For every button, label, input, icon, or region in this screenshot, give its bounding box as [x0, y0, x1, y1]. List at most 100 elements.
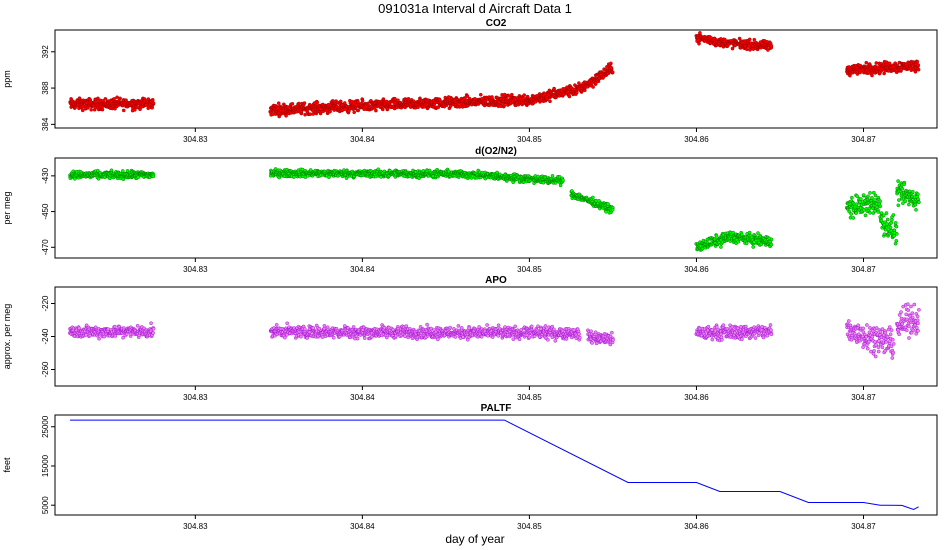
data-point — [902, 182, 907, 187]
data-point — [436, 105, 441, 110]
data-point — [873, 193, 878, 198]
data-point — [591, 195, 595, 200]
data-point — [885, 217, 890, 222]
panel-title: APO — [485, 275, 507, 286]
data-point — [854, 211, 859, 215]
y-tick-label: -430 — [41, 167, 50, 184]
data-layer — [68, 31, 921, 119]
data-point — [548, 99, 552, 104]
data-point — [896, 179, 900, 183]
data-point — [290, 102, 295, 106]
data-point — [866, 194, 870, 199]
data-point — [917, 200, 921, 204]
data-point — [915, 59, 920, 64]
data-point — [747, 37, 752, 42]
data-point — [769, 44, 774, 48]
data-point — [896, 203, 901, 208]
data-point — [274, 322, 279, 327]
data-point — [577, 332, 581, 336]
data-point — [317, 326, 322, 331]
data-point — [102, 334, 106, 339]
data-point — [730, 46, 735, 51]
data-point — [477, 325, 481, 329]
data-point — [149, 321, 153, 326]
data-point — [916, 192, 920, 196]
data-point — [302, 327, 307, 331]
data-point — [77, 326, 81, 331]
data-point — [590, 341, 594, 345]
data-point — [465, 337, 470, 342]
data-point — [125, 169, 130, 173]
data-point — [326, 102, 331, 107]
data-point — [873, 198, 877, 202]
data-point — [302, 101, 307, 105]
data-point — [855, 194, 859, 198]
x-tick-label: 304.85 — [517, 135, 542, 144]
data-point — [382, 325, 387, 330]
data-point — [610, 330, 614, 335]
data-point — [546, 337, 550, 342]
data-point — [575, 90, 579, 95]
data-point — [888, 225, 893, 230]
data-point — [511, 337, 516, 342]
data-point — [900, 186, 905, 191]
data-point — [550, 324, 555, 329]
data-point — [84, 333, 88, 337]
data-point — [103, 97, 108, 101]
y-axis-label: per meg — [2, 191, 12, 224]
data-point — [850, 195, 854, 200]
data-point — [297, 101, 301, 106]
data-point — [903, 199, 908, 203]
x-tick-label: 304.85 — [517, 265, 542, 274]
data-point — [868, 191, 872, 195]
data-point — [459, 326, 464, 330]
data-point — [277, 114, 282, 119]
data-point — [567, 94, 572, 99]
data-point — [448, 104, 453, 108]
data-point — [884, 222, 889, 226]
data-point — [769, 242, 774, 247]
data-point — [527, 335, 532, 340]
data-point — [874, 61, 879, 65]
data-point — [292, 175, 296, 179]
data-point — [553, 338, 558, 343]
data-point — [136, 175, 140, 179]
data-point — [916, 63, 921, 67]
data-point — [557, 175, 562, 179]
data-point — [721, 323, 726, 328]
data-point — [894, 238, 899, 243]
data-point — [305, 336, 310, 340]
data-point — [410, 336, 415, 341]
data-point — [352, 110, 357, 115]
data-point — [606, 202, 610, 206]
data-point — [706, 324, 711, 329]
data-point — [887, 61, 892, 66]
data-point — [89, 108, 93, 112]
data-point — [710, 337, 715, 342]
data-point — [536, 174, 540, 179]
x-tick-label: 304.83 — [183, 265, 208, 274]
data-point — [478, 92, 483, 97]
data-point — [713, 328, 718, 333]
y-tick-label: -450 — [41, 203, 50, 220]
data-point — [396, 98, 400, 102]
data-point — [502, 103, 507, 108]
x-tick-label: 304.86 — [684, 265, 709, 274]
data-point — [73, 176, 77, 181]
data-point — [882, 232, 887, 236]
x-tick-label: 304.84 — [350, 135, 375, 144]
data-point — [894, 224, 899, 229]
data-point — [899, 68, 904, 72]
data-point — [327, 175, 331, 179]
data-point — [593, 330, 598, 335]
x-tick-label: 304.86 — [684, 135, 709, 144]
data-point — [391, 327, 395, 332]
data-point — [868, 210, 872, 215]
data-point — [303, 112, 307, 117]
data-point — [315, 100, 320, 105]
data-point — [479, 334, 484, 339]
data-point — [558, 183, 563, 188]
data-point — [870, 73, 874, 78]
